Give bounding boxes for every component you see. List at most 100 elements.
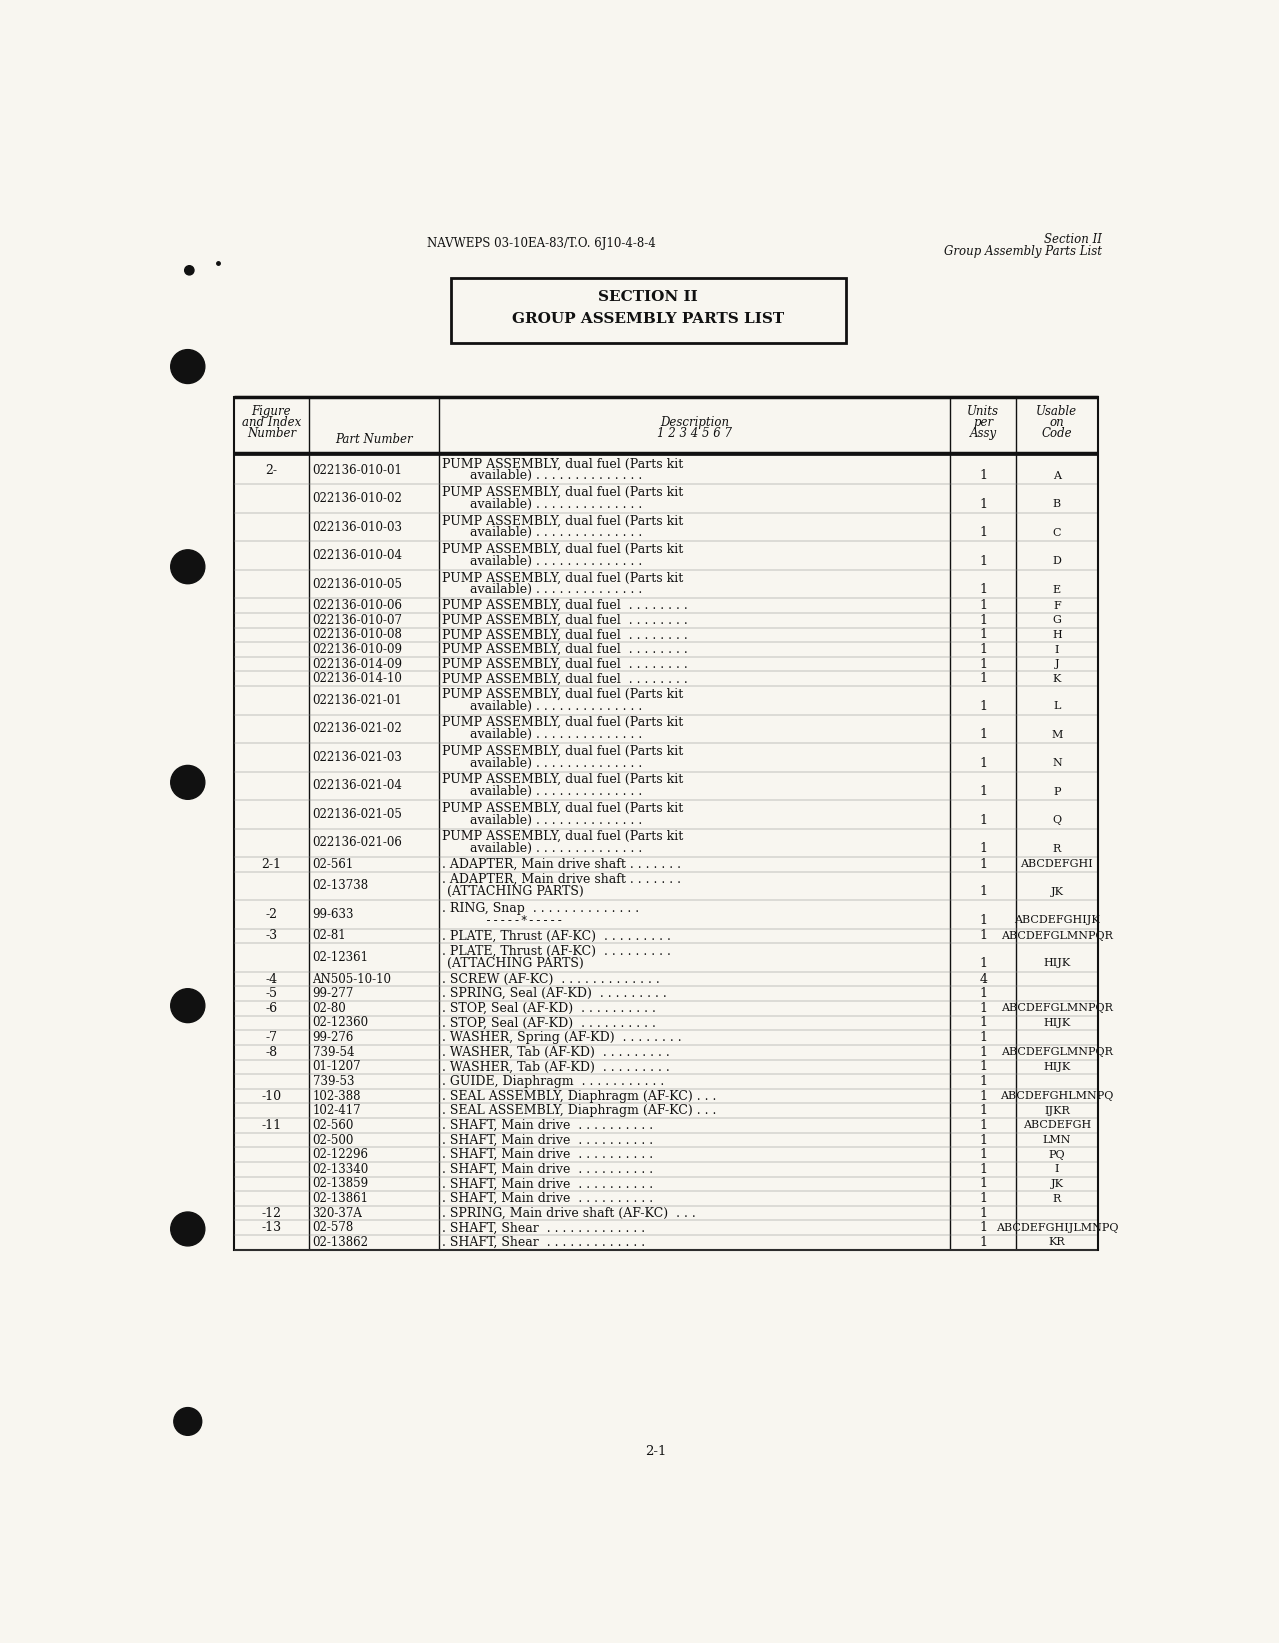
Circle shape	[170, 550, 205, 583]
Text: . SHAFT, Main drive  . . . . . . . . . .: . SHAFT, Main drive . . . . . . . . . .	[443, 1119, 654, 1132]
Text: -6: -6	[266, 1002, 278, 1015]
Text: 022136-010-02: 022136-010-02	[312, 493, 403, 504]
Text: G: G	[1053, 614, 1062, 626]
Text: 1: 1	[980, 1089, 987, 1102]
Text: . SHAFT, Main drive  . . . . . . . . . .: . SHAFT, Main drive . . . . . . . . . .	[443, 1193, 654, 1204]
Text: 1: 1	[980, 1163, 987, 1176]
Text: 1: 1	[980, 1148, 987, 1162]
Text: Number: Number	[247, 427, 295, 440]
Text: -----*-----: -----*-----	[485, 914, 564, 927]
Text: 02-13340: 02-13340	[312, 1163, 368, 1176]
Text: . STOP, Seal (AF-KD)  . . . . . . . . . .: . STOP, Seal (AF-KD) . . . . . . . . . .	[443, 1017, 656, 1030]
Text: Description: Description	[660, 416, 729, 429]
Text: (ATTACHING PARTS): (ATTACHING PARTS)	[446, 886, 583, 899]
Text: available) . . . . . . . . . . . . . .: available) . . . . . . . . . . . . . .	[469, 841, 642, 854]
Text: 1: 1	[980, 700, 987, 713]
Text: 1: 1	[980, 1104, 987, 1117]
Text: PUMP ASSEMBLY, dual fuel (Parts kit: PUMP ASSEMBLY, dual fuel (Parts kit	[443, 687, 683, 700]
Text: ABCDEFGH: ABCDEFGH	[1023, 1121, 1091, 1130]
Text: 1: 1	[980, 628, 987, 641]
Text: 1: 1	[980, 1236, 987, 1249]
Text: PUMP ASSEMBLY, dual fuel (Parts kit: PUMP ASSEMBLY, dual fuel (Parts kit	[443, 542, 683, 555]
Text: D: D	[1053, 557, 1062, 567]
Text: 02-80: 02-80	[312, 1002, 347, 1015]
Text: 02-578: 02-578	[312, 1221, 354, 1234]
Text: IJKR: IJKR	[1044, 1106, 1069, 1116]
Text: -3: -3	[266, 930, 278, 943]
Text: PUMP ASSEMBLY, dual fuel  . . . . . . . .: PUMP ASSEMBLY, dual fuel . . . . . . . .	[443, 657, 688, 670]
Text: 1: 1	[980, 470, 987, 483]
Text: 739-53: 739-53	[312, 1075, 354, 1088]
Text: 1: 1	[980, 642, 987, 656]
Text: -2: -2	[266, 909, 278, 922]
Circle shape	[170, 989, 205, 1022]
Text: 1: 1	[980, 672, 987, 685]
Text: . SPRING, Main drive shaft (AF-KC)  . . .: . SPRING, Main drive shaft (AF-KC) . . .	[443, 1206, 696, 1219]
Text: 1: 1	[980, 526, 987, 539]
Text: 1: 1	[980, 498, 987, 511]
Text: 02-500: 02-500	[312, 1134, 354, 1147]
Text: . PLATE, Thrust (AF-KC)  . . . . . . . . .: . PLATE, Thrust (AF-KC) . . . . . . . . …	[443, 930, 671, 943]
Text: 1: 1	[980, 1002, 987, 1015]
Text: 022136-010-08: 022136-010-08	[312, 628, 403, 641]
Text: Assy: Assy	[969, 427, 996, 440]
Text: -8: -8	[266, 1045, 278, 1058]
Text: 022136-021-01: 022136-021-01	[312, 693, 403, 706]
Text: 02-12361: 02-12361	[312, 951, 368, 964]
Text: ABCDEFGLMNPQR: ABCDEFGLMNPQR	[1001, 932, 1113, 941]
Text: Section II: Section II	[1044, 233, 1101, 246]
Text: available) . . . . . . . . . . . . . .: available) . . . . . . . . . . . . . .	[469, 756, 642, 769]
Text: . PLATE, Thrust (AF-KC)  . . . . . . . . .: . PLATE, Thrust (AF-KC) . . . . . . . . …	[443, 945, 671, 958]
Text: 022136-010-04: 022136-010-04	[312, 549, 403, 562]
Text: . SEAL ASSEMBLY, Diaphragm (AF-KC) . . .: . SEAL ASSEMBLY, Diaphragm (AF-KC) . . .	[443, 1089, 716, 1102]
Text: AN505-10-10: AN505-10-10	[312, 973, 391, 986]
Text: -10: -10	[261, 1089, 281, 1102]
Text: PUMP ASSEMBLY, dual fuel  . . . . . . . .: PUMP ASSEMBLY, dual fuel . . . . . . . .	[443, 672, 688, 685]
Text: 1: 1	[980, 930, 987, 943]
Text: 1: 1	[980, 756, 987, 769]
Text: PUMP ASSEMBLY, dual fuel (Parts kit: PUMP ASSEMBLY, dual fuel (Parts kit	[443, 514, 683, 527]
Text: and Index: and Index	[242, 416, 301, 429]
Text: K: K	[1053, 674, 1062, 683]
Text: F: F	[1053, 601, 1060, 611]
Text: available) . . . . . . . . . . . . . .: available) . . . . . . . . . . . . . .	[469, 470, 642, 483]
Text: 01-1207: 01-1207	[312, 1060, 361, 1073]
Text: 1: 1	[980, 886, 987, 899]
Text: HIJK: HIJK	[1044, 1019, 1071, 1029]
Text: Usable: Usable	[1036, 406, 1077, 417]
Text: 1: 1	[980, 1119, 987, 1132]
Text: . SHAFT, Main drive  . . . . . . . . . .: . SHAFT, Main drive . . . . . . . . . .	[443, 1163, 654, 1176]
Text: 1: 1	[980, 1045, 987, 1058]
Text: available) . . . . . . . . . . . . . .: available) . . . . . . . . . . . . . .	[469, 785, 642, 798]
Text: . WASHER, Spring (AF-KD)  . . . . . . . .: . WASHER, Spring (AF-KD) . . . . . . . .	[443, 1032, 682, 1043]
Text: 1: 1	[980, 1206, 987, 1219]
Text: 02-13859: 02-13859	[312, 1178, 368, 1191]
Text: per: per	[973, 416, 994, 429]
Text: R: R	[1053, 843, 1062, 853]
Text: N: N	[1053, 757, 1062, 767]
Text: E: E	[1053, 585, 1062, 595]
Text: 02-13738: 02-13738	[312, 879, 368, 892]
Text: 02-13862: 02-13862	[312, 1236, 368, 1249]
Text: 99-633: 99-633	[312, 909, 354, 922]
Text: I: I	[1055, 1165, 1059, 1175]
Text: L: L	[1053, 702, 1060, 711]
Text: PUMP ASSEMBLY, dual fuel  . . . . . . . .: PUMP ASSEMBLY, dual fuel . . . . . . . .	[443, 642, 688, 656]
Text: 1: 1	[980, 841, 987, 854]
Text: P: P	[1053, 787, 1060, 797]
Text: SECTION II: SECTION II	[599, 291, 698, 304]
Text: 1: 1	[980, 555, 987, 568]
Text: 1: 1	[980, 1017, 987, 1030]
Text: . SPRING, Seal (AF-KD)  . . . . . . . . .: . SPRING, Seal (AF-KD) . . . . . . . . .	[443, 987, 666, 1001]
Text: M: M	[1051, 729, 1063, 739]
Text: PUMP ASSEMBLY, dual fuel  . . . . . . . .: PUMP ASSEMBLY, dual fuel . . . . . . . .	[443, 628, 688, 641]
Text: 1: 1	[980, 1178, 987, 1191]
Text: 4: 4	[980, 973, 987, 986]
Circle shape	[170, 350, 205, 383]
Text: 320-37A: 320-37A	[312, 1206, 362, 1219]
Text: on: on	[1050, 416, 1064, 429]
Circle shape	[174, 1408, 202, 1436]
Text: . GUIDE, Diaphragm  . . . . . . . . . . .: . GUIDE, Diaphragm . . . . . . . . . . .	[443, 1075, 664, 1088]
Text: JK: JK	[1050, 887, 1063, 897]
Text: 1: 1	[980, 1075, 987, 1088]
